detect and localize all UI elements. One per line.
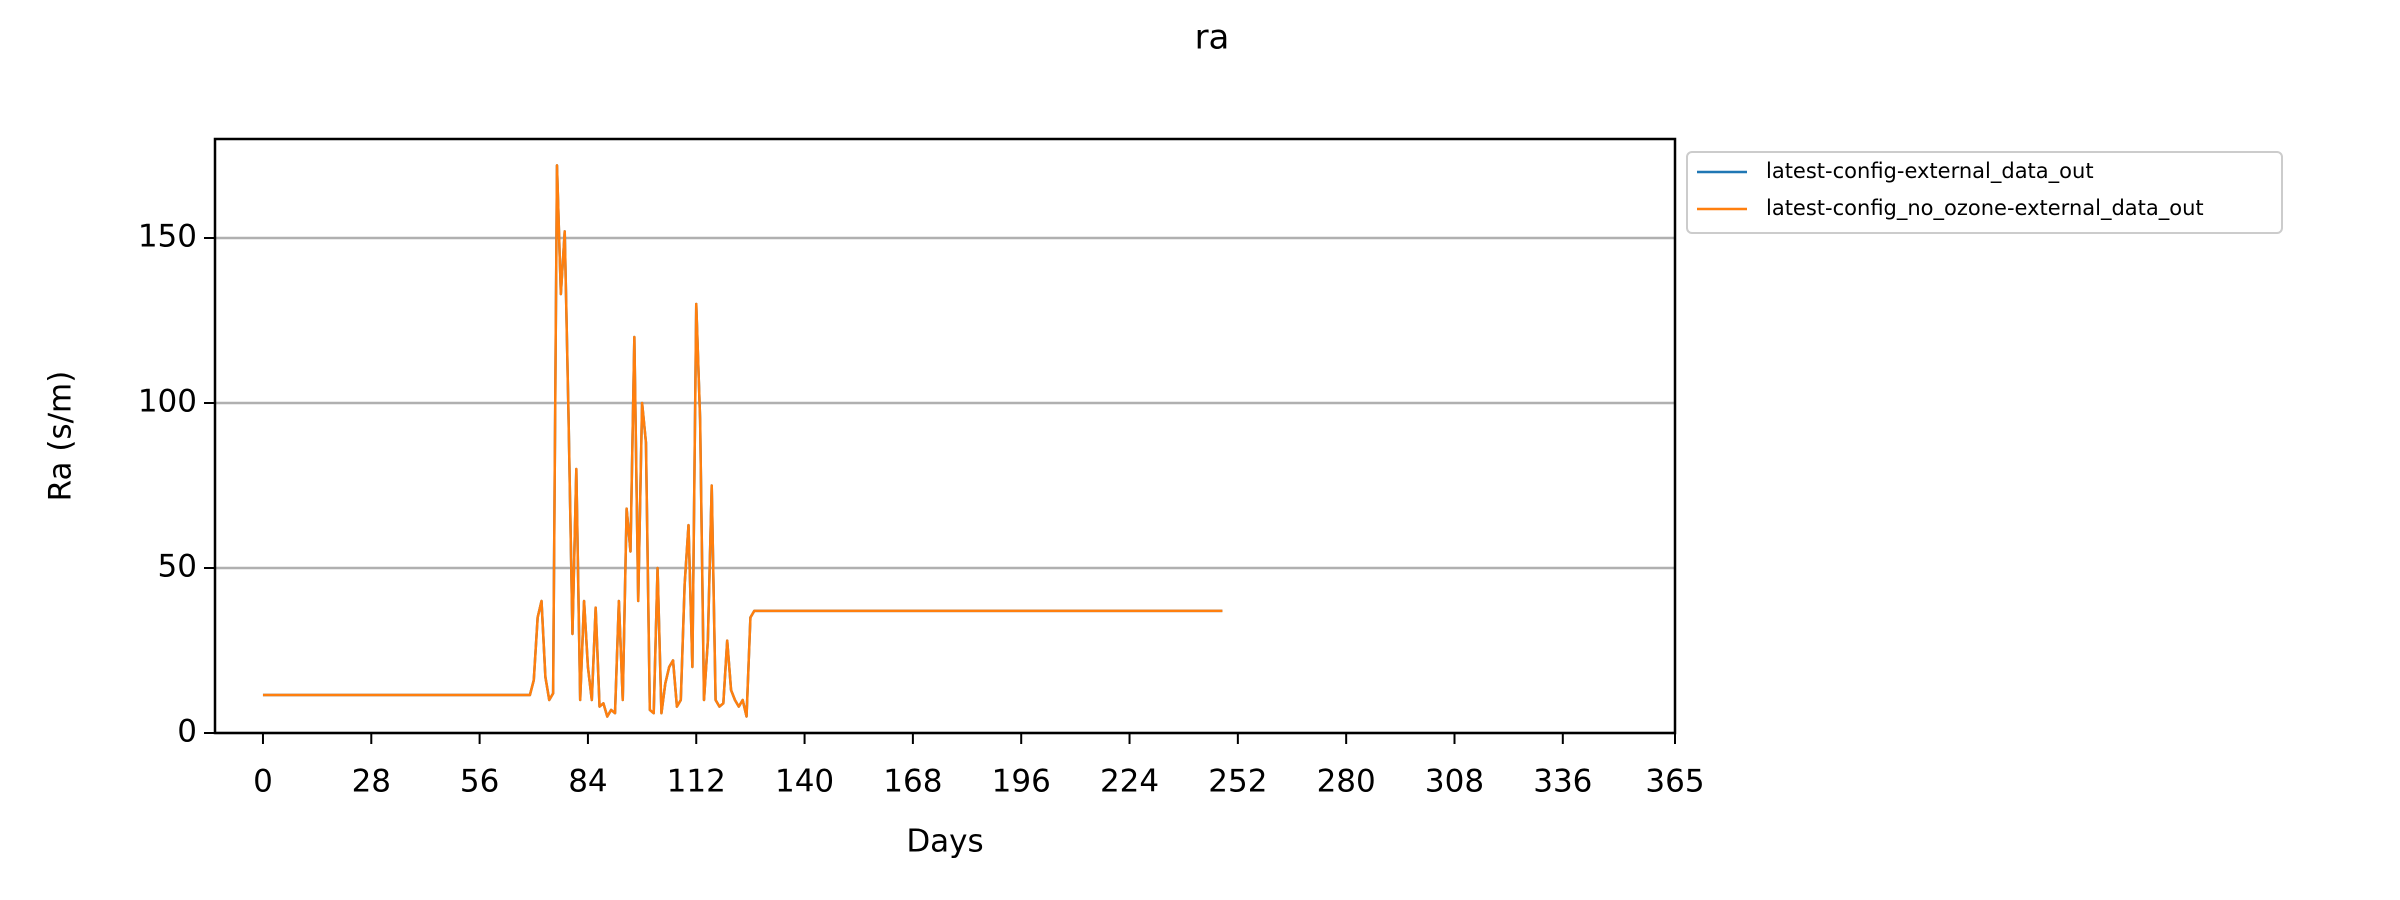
x-tick-label: 365 (1645, 764, 1704, 800)
x-tick-label: 112 (667, 764, 726, 800)
x-tick-label: 196 (992, 764, 1051, 800)
y-tick-label: 150 (138, 219, 197, 255)
x-tick-label: 336 (1533, 764, 1592, 800)
x-tick-label: 56 (460, 764, 499, 800)
y-tick-label: 50 (158, 549, 197, 585)
x-tick-label: 168 (883, 764, 942, 800)
plot-frame (213, 137, 1677, 735)
y-tick-label: 0 (177, 714, 197, 750)
x-tick-label: 280 (1317, 764, 1376, 800)
chart-title: ra (1195, 18, 1230, 58)
legend-label: latest-config_no_ozone-external_data_out (1766, 196, 2204, 221)
x-tick-label: 224 (1100, 764, 1159, 800)
x-axis-label: Days (906, 824, 983, 860)
legend-label: latest-config-external_data_out (1766, 159, 2094, 184)
x-tick-label: 0 (253, 764, 273, 800)
series-line (262, 164, 1223, 718)
x-tick-label: 308 (1425, 764, 1484, 800)
series-line (262, 164, 1223, 718)
y-tick-label: 100 (138, 384, 197, 420)
x-tick-label: 28 (352, 764, 391, 800)
x-tick-label: 252 (1208, 764, 1267, 800)
y-axis-label: Ra (s/m) (43, 371, 79, 502)
x-tick-label: 84 (568, 764, 607, 800)
x-tick-label: 140 (775, 764, 834, 800)
legend-box (1686, 151, 2283, 234)
